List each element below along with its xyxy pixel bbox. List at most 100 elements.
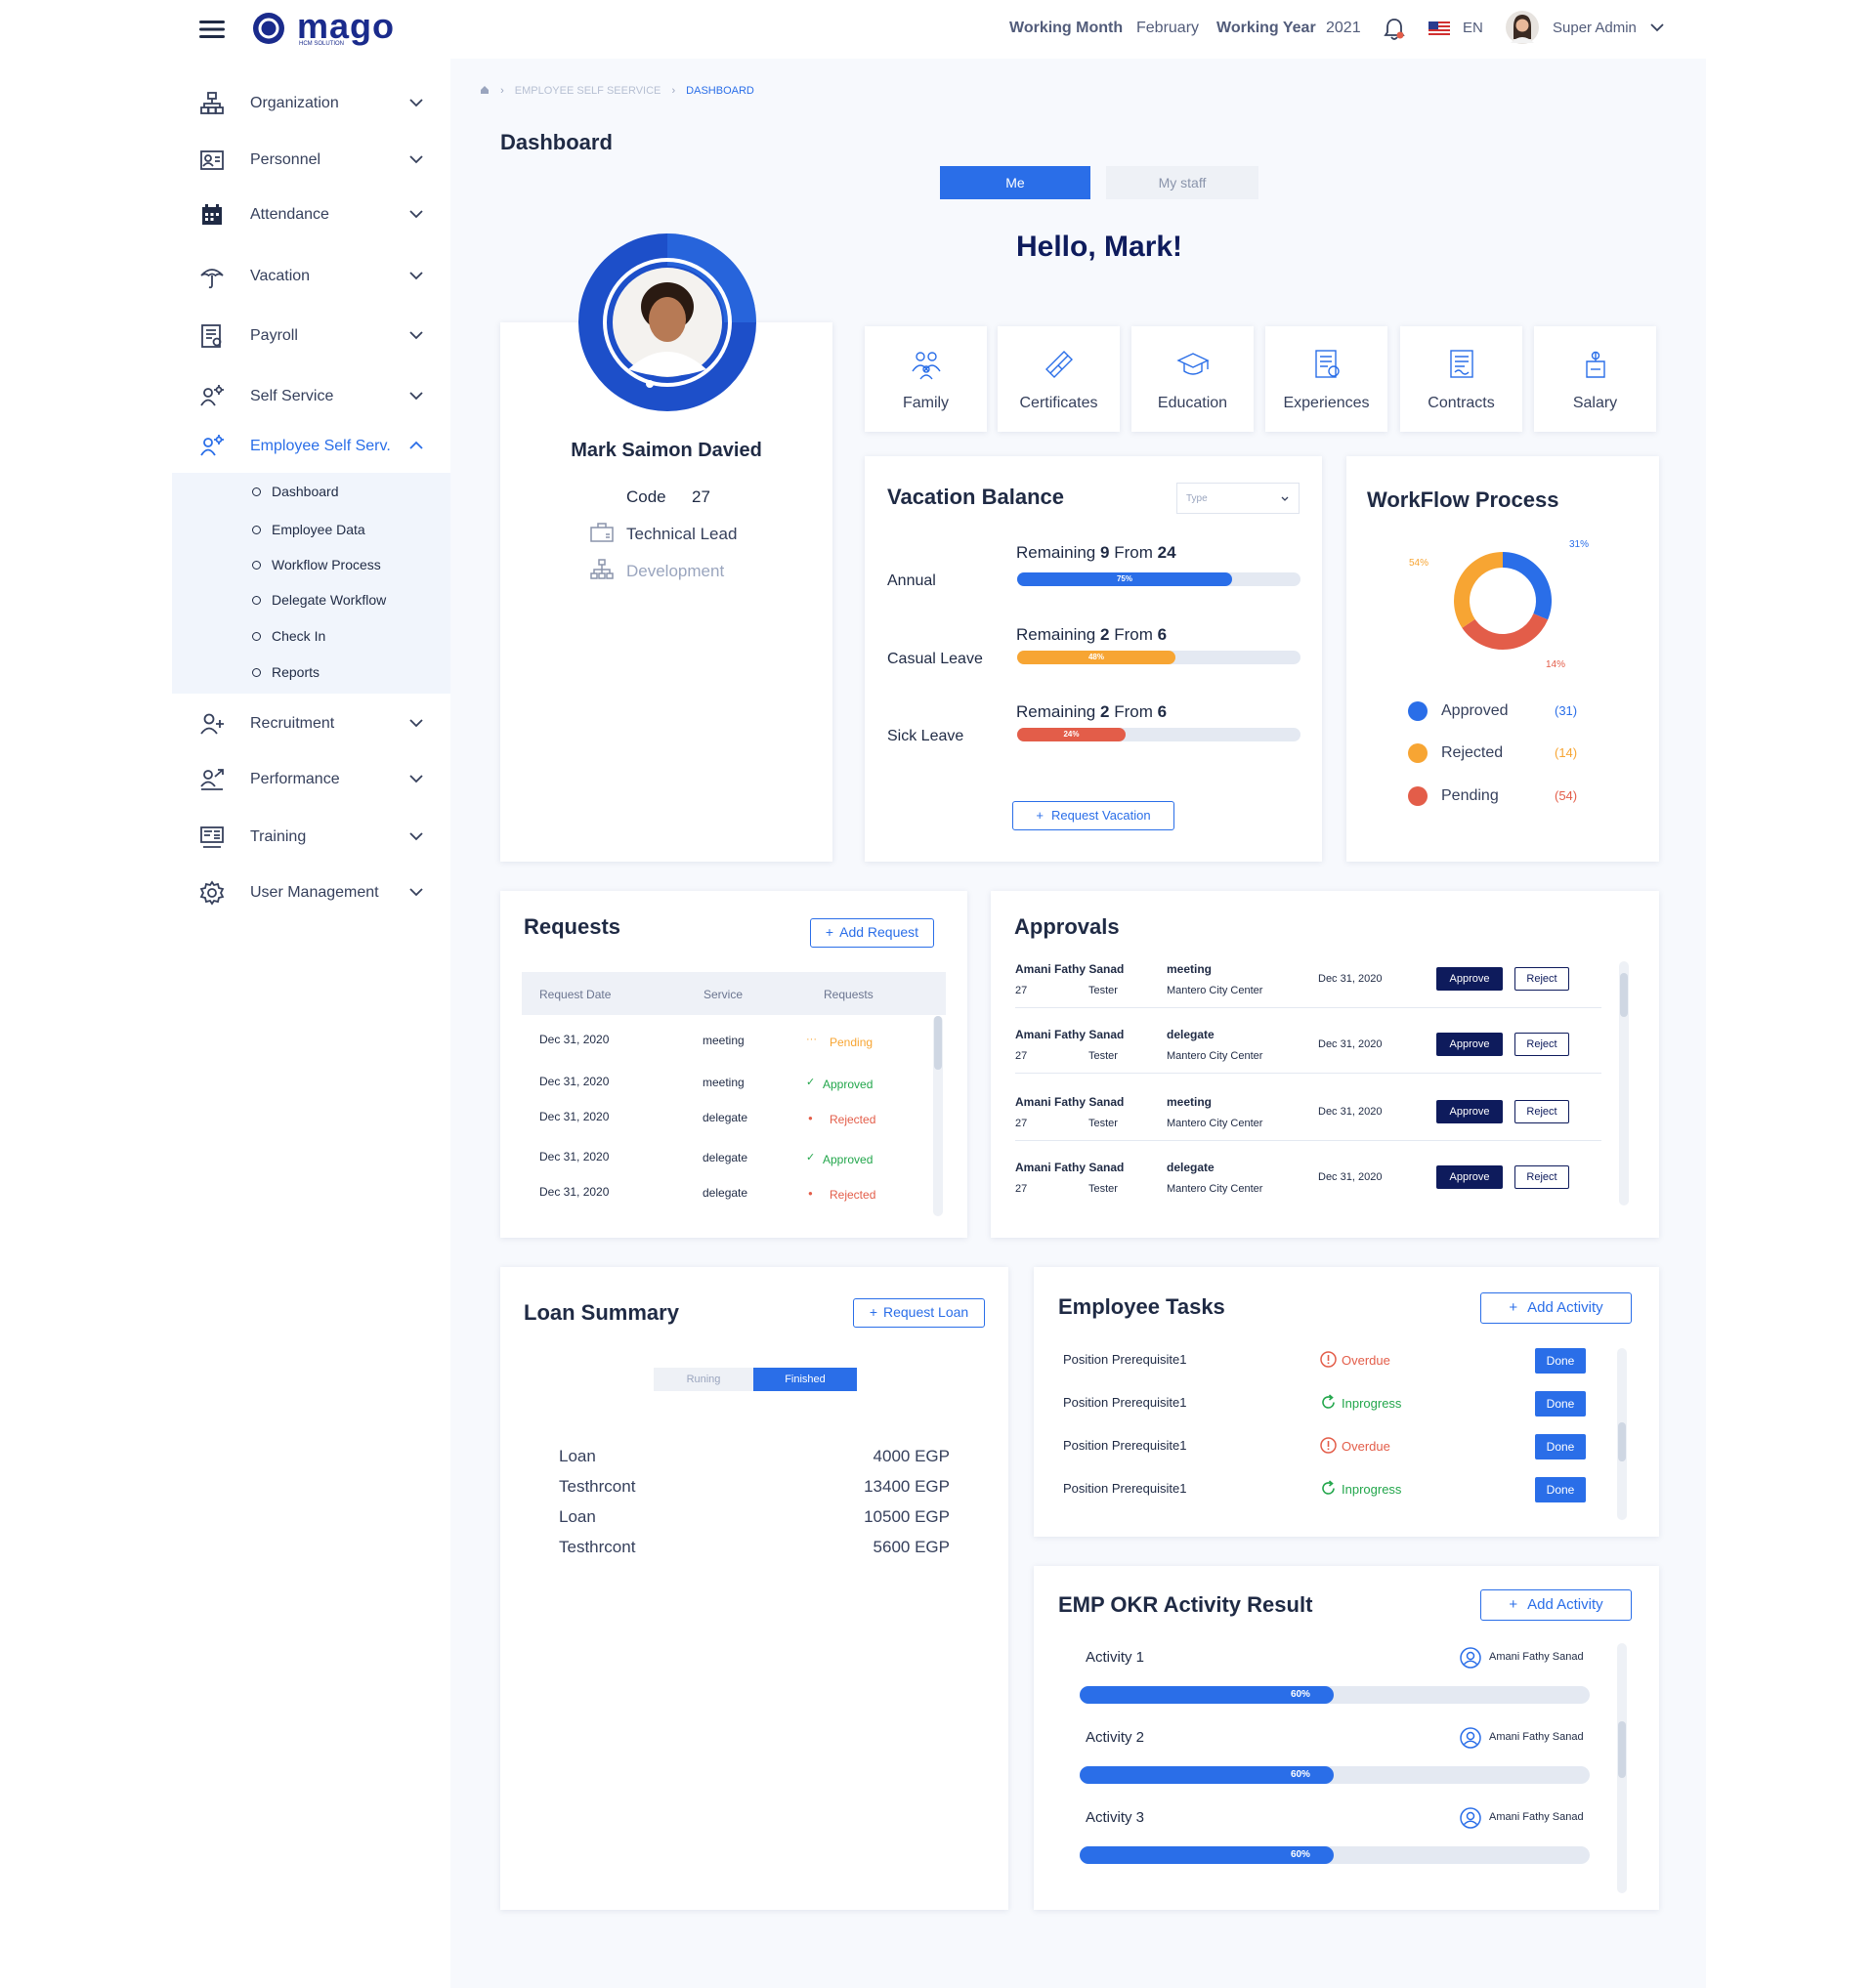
vacation-label: Annual <box>887 572 936 589</box>
loan-summary-card <box>500 1267 1008 1910</box>
working-month-value[interactable]: February <box>1136 20 1200 36</box>
hamburger-menu-icon[interactable] <box>199 18 227 41</box>
sidebar-item-employee-self-service[interactable]: Employee Self Serv. <box>172 426 436 465</box>
okr-add-activity-button[interactable]: + Add Activity <box>1480 1589 1632 1621</box>
quick-link-certificates[interactable]: Certificates <box>998 326 1120 432</box>
scrollbar-thumb[interactable] <box>1620 973 1628 1017</box>
loan-amount: 10500 EGP <box>864 1507 950 1526</box>
request-loan-button[interactable]: + Request Loan <box>853 1298 985 1328</box>
sidebar-item-attendance[interactable]: Attendance <box>172 194 436 233</box>
quick-link-label: Certificates <box>1019 395 1098 411</box>
submenu-item-reports[interactable]: Reports <box>252 664 320 680</box>
request-date: Dec 31, 2020 <box>539 1185 610 1199</box>
chevron-down-icon <box>408 884 424 900</box>
chevron-down-icon[interactable] <box>1649 22 1665 32</box>
approval-employee-name: Amani Fathy Sanad <box>1015 962 1125 976</box>
quick-link-family[interactable]: Family <box>865 326 987 432</box>
sidebar-item-personnel[interactable]: Personnel <box>172 140 436 179</box>
quick-link-salary[interactable]: Salary <box>1534 326 1656 432</box>
approval-date: Dec 31, 2020 <box>1318 1171 1383 1183</box>
request-vacation-button[interactable]: + Request Vacation <box>1012 801 1174 830</box>
requests-card <box>500 891 967 1238</box>
approval-date: Dec 31, 2020 <box>1318 973 1383 985</box>
donut-slice-rejected[interactable] <box>1454 552 1503 628</box>
tab-my-staff[interactable]: My staff <box>1106 166 1258 199</box>
submenu-item-delegate-workflow[interactable]: Delegate Workflow <box>252 592 386 608</box>
submenu-item-workflow-process[interactable]: Workflow Process <box>252 557 381 572</box>
language-selector[interactable]: EN <box>1463 20 1483 36</box>
notification-bell-icon[interactable] <box>1384 18 1405 41</box>
graduation-cap-icon <box>1176 348 1210 381</box>
requests-table-header: Request Date Service Requests <box>522 972 946 1015</box>
reject-button[interactable]: Reject <box>1514 1100 1569 1123</box>
chevron-down-icon <box>408 268 424 283</box>
tasks-scrollbar[interactable] <box>1617 1348 1627 1520</box>
submenu-item-employee-data[interactable]: Employee Data <box>252 522 365 537</box>
quick-link-contracts[interactable]: Contracts <box>1400 326 1522 432</box>
done-button[interactable]: Done <box>1535 1348 1586 1374</box>
employee-self-service-icon <box>199 434 225 459</box>
profile-avatar[interactable] <box>577 233 757 412</box>
legend-dot <box>1408 701 1428 721</box>
done-button[interactable]: Done <box>1535 1434 1586 1459</box>
add-activity-button[interactable]: + Add Activity <box>1480 1292 1632 1324</box>
plus-icon: + <box>869 1304 877 1320</box>
approvals-scrollbar[interactable] <box>1619 961 1629 1205</box>
sidebar-item-training[interactable]: Training <box>172 817 436 856</box>
donut-slice-pending[interactable] <box>1462 613 1549 650</box>
task-status: Overdue <box>1342 1439 1390 1454</box>
home-icon[interactable] <box>480 85 490 95</box>
experience-document-icon <box>1310 348 1343 381</box>
okr-scrollbar[interactable] <box>1617 1643 1627 1893</box>
mago-logo[interactable]: mago HCM SOLUTION <box>252 6 399 53</box>
requests-scrollbar[interactable] <box>933 1016 943 1216</box>
approve-button[interactable]: Approve <box>1436 1033 1503 1056</box>
sidebar-item-label: Personnel <box>250 151 321 168</box>
legend-count: (54) <box>1555 788 1578 803</box>
task-name: Position Prerequisite1 <box>1063 1352 1187 1367</box>
reject-button[interactable]: Reject <box>1514 967 1569 991</box>
user-name[interactable]: Super Admin <box>1553 20 1637 36</box>
approve-button[interactable]: Approve <box>1436 1100 1503 1123</box>
donut-slice-approved[interactable] <box>1503 552 1552 620</box>
working-year-value[interactable]: 2021 <box>1326 20 1361 36</box>
sidebar-item-payroll[interactable]: Payroll <box>172 316 436 355</box>
quick-link-education[interactable]: Education <box>1131 326 1254 432</box>
okr-activity-name: Activity 2 <box>1086 1729 1145 1746</box>
remaining-text: Remaining 2 From 6 <box>1016 702 1168 721</box>
breadcrumb-parent[interactable]: EMPLOYEE SELF SEERVICE <box>514 85 661 97</box>
add-request-button[interactable]: + Add Request <box>810 918 934 948</box>
submenu-item-dashboard[interactable]: Dashboard <box>252 484 339 499</box>
profile-code-label: Code <box>626 487 666 506</box>
sidebar-item-vacation[interactable]: Vacation <box>172 256 436 295</box>
approve-button[interactable]: Approve <box>1436 1165 1503 1189</box>
sidebar-item-label: Attendance <box>250 206 329 223</box>
bullet-icon <box>252 595 261 605</box>
sidebar-item-label: Employee Self Serv. <box>250 438 391 454</box>
sidebar-item-user-management[interactable]: User Management <box>172 872 436 911</box>
vacation-type-select[interactable]: Type <box>1176 483 1300 514</box>
scrollbar-thumb[interactable] <box>934 1016 942 1070</box>
request-date: Dec 31, 2020 <box>539 1110 610 1123</box>
reject-button[interactable]: Reject <box>1514 1165 1569 1189</box>
tab-me[interactable]: Me <box>940 166 1090 199</box>
quick-link-experiences[interactable]: Experiences <box>1265 326 1387 432</box>
scrollbar-thumb[interactable] <box>1618 1721 1626 1778</box>
vacation-label: Sick Leave <box>887 728 964 744</box>
sidebar-item-performance[interactable]: Performance <box>172 759 436 798</box>
sidebar-item-organization[interactable]: Organization <box>172 83 436 122</box>
sidebar-item-recruitment[interactable]: Recruitment <box>172 703 436 742</box>
scrollbar-thumb[interactable] <box>1618 1422 1626 1461</box>
done-button[interactable]: Done <box>1535 1391 1586 1417</box>
sidebar-item-self-service[interactable]: Self Service <box>172 376 436 415</box>
user-avatar[interactable] <box>1505 10 1540 45</box>
approve-button[interactable]: Approve <box>1436 967 1503 991</box>
us-flag-icon[interactable] <box>1428 21 1450 36</box>
done-button[interactable]: Done <box>1535 1477 1586 1502</box>
loan-toggle-finished[interactable]: Finished <box>753 1368 857 1391</box>
submenu-item-check-in[interactable]: Check In <box>252 628 325 644</box>
reject-button[interactable]: Reject <box>1514 1033 1569 1056</box>
task-name: Position Prerequisite1 <box>1063 1395 1187 1410</box>
loan-toggle-running[interactable]: Runing <box>654 1368 753 1391</box>
legend-item-approved: Approved (31) <box>1408 698 1642 724</box>
